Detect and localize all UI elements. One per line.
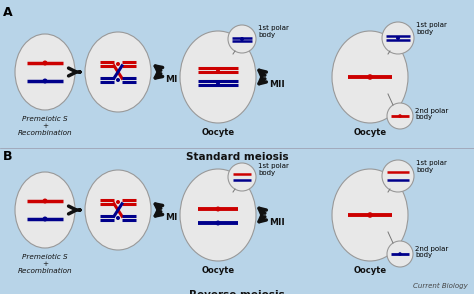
- Text: Standard meiosis: Standard meiosis: [186, 152, 288, 162]
- Circle shape: [116, 78, 120, 82]
- Text: B: B: [3, 150, 12, 163]
- Circle shape: [43, 216, 47, 221]
- Text: Current Biology: Current Biology: [413, 283, 468, 289]
- Ellipse shape: [15, 172, 75, 248]
- Circle shape: [396, 36, 400, 40]
- Circle shape: [240, 37, 244, 41]
- Text: MII: MII: [269, 218, 285, 227]
- Circle shape: [382, 160, 414, 192]
- Ellipse shape: [180, 169, 256, 261]
- Circle shape: [228, 163, 256, 191]
- Circle shape: [387, 241, 413, 267]
- Circle shape: [43, 198, 47, 203]
- Circle shape: [116, 216, 120, 220]
- Circle shape: [382, 22, 414, 54]
- Ellipse shape: [85, 32, 151, 112]
- Text: Oocyte: Oocyte: [201, 128, 235, 137]
- Circle shape: [216, 220, 220, 225]
- Text: 1st polar
body: 1st polar body: [258, 163, 289, 176]
- Circle shape: [216, 206, 220, 211]
- Ellipse shape: [180, 31, 256, 123]
- Text: 1st polar
body: 1st polar body: [416, 160, 447, 173]
- Ellipse shape: [332, 169, 408, 261]
- Ellipse shape: [332, 31, 408, 123]
- Text: MI: MI: [165, 75, 177, 84]
- Text: Reverse meiosis: Reverse meiosis: [189, 290, 285, 294]
- Ellipse shape: [15, 34, 75, 110]
- Text: Premeiotic S
+
Recombination: Premeiotic S + Recombination: [18, 116, 73, 136]
- Circle shape: [216, 81, 220, 85]
- Text: 2nd polar
body: 2nd polar body: [415, 245, 448, 258]
- Circle shape: [398, 114, 402, 118]
- Circle shape: [398, 252, 402, 256]
- Text: Oocyte: Oocyte: [354, 128, 387, 137]
- Circle shape: [367, 74, 373, 80]
- Circle shape: [116, 200, 120, 204]
- Circle shape: [116, 62, 120, 66]
- Text: MII: MII: [269, 80, 285, 89]
- Circle shape: [43, 78, 47, 83]
- Circle shape: [43, 61, 47, 66]
- Text: 2nd polar
body: 2nd polar body: [415, 108, 448, 121]
- Text: MI: MI: [165, 213, 177, 222]
- Text: 1st polar
body: 1st polar body: [258, 25, 289, 38]
- Text: 1st polar
body: 1st polar body: [416, 22, 447, 35]
- Text: Oocyte: Oocyte: [201, 266, 235, 275]
- Circle shape: [367, 212, 373, 218]
- Ellipse shape: [85, 170, 151, 250]
- Circle shape: [228, 25, 256, 53]
- Text: Oocyte: Oocyte: [354, 266, 387, 275]
- Circle shape: [216, 68, 220, 72]
- Circle shape: [387, 103, 413, 129]
- Text: A: A: [3, 6, 13, 19]
- Text: Premeiotic S
+
Recombination: Premeiotic S + Recombination: [18, 254, 73, 274]
